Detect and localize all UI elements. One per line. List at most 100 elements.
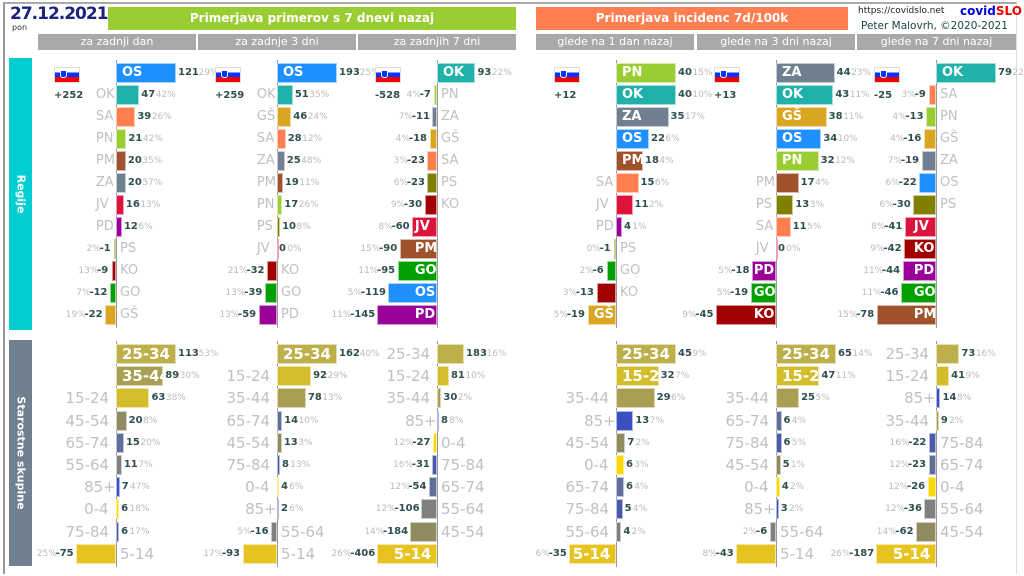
column-header-2: za zadnje 3 dni — [198, 34, 356, 50]
bar-85+ — [437, 410, 439, 431]
axis-line — [776, 341, 777, 567]
bar-KO — [267, 261, 277, 281]
percent-label: 1% — [790, 460, 806, 470]
value-label: -78 — [856, 309, 875, 320]
value-label: 20 — [127, 155, 142, 166]
axis-line — [616, 60, 617, 328]
axis-line — [116, 60, 117, 328]
percent-label: 8% — [956, 393, 972, 404]
percent-label: 14% — [852, 349, 873, 359]
category-label: 85+ — [245, 500, 277, 519]
axis-line — [277, 60, 278, 328]
bar-45-54 — [116, 410, 127, 431]
percent-label: 11% — [863, 266, 884, 276]
category-label: 55-64 — [565, 522, 610, 541]
bar-PS — [913, 195, 936, 215]
percent-label: 21% — [227, 266, 248, 276]
category-label: 55-64 — [940, 500, 984, 519]
bar-label: OS — [622, 131, 643, 146]
percent-label: 47% — [129, 482, 150, 493]
bar-OS — [387, 283, 437, 303]
value-label: -1 — [99, 243, 111, 254]
percent-label: 2% — [635, 437, 650, 448]
category-label: 55-64 — [281, 522, 325, 541]
percent-label: 7% — [398, 112, 413, 122]
percent-label: 11% — [331, 310, 352, 320]
bar-label: PD — [753, 263, 775, 278]
incidence-banner: Primerjava incidenc 7d/100k — [536, 7, 848, 30]
bar-GŠ — [587, 305, 616, 325]
total-change: +13 — [714, 90, 737, 101]
category-label: SA — [95, 109, 114, 124]
category-label: 25-34 — [885, 345, 930, 363]
bar-75-84 — [776, 432, 782, 453]
bar-PD — [902, 261, 936, 281]
percent-label: 11% — [843, 112, 864, 122]
value-label: -41 — [884, 221, 903, 232]
bar-25-34 — [936, 344, 960, 364]
percent-label: 11% — [849, 90, 870, 100]
bar-35-44 — [437, 388, 442, 409]
bar-85+ — [776, 499, 779, 520]
bar-PS — [277, 217, 281, 237]
bar-55-64 — [616, 521, 622, 542]
value-label: 6 — [783, 436, 791, 448]
bar-55-64 — [116, 455, 122, 475]
value-label: 14 — [942, 392, 957, 404]
percent-label: 12% — [889, 460, 910, 470]
value-label: -32 — [246, 265, 265, 276]
bar-0-4 — [616, 455, 624, 475]
category-label: PD — [95, 219, 114, 234]
value-label: 14 — [284, 414, 299, 426]
percent-label: 12% — [835, 156, 856, 166]
bar-5-14 — [736, 543, 776, 564]
percent-label: 48% — [301, 156, 322, 166]
slovenia-flag-icon — [714, 67, 740, 83]
bar-label: GŠ — [782, 109, 803, 124]
category-label: 0-4 — [940, 478, 965, 497]
percent-label: 8% — [296, 222, 311, 232]
value-label: 25 — [286, 155, 301, 166]
bar-GO — [110, 283, 116, 303]
value-label: 45 — [678, 348, 692, 359]
percent-label: 2% — [648, 200, 664, 210]
percent-label: 17% — [684, 112, 705, 122]
value-label: 34 — [823, 133, 838, 144]
bar-GO — [750, 283, 776, 303]
bar-label: JV — [913, 219, 929, 234]
percent-label: 42% — [155, 90, 176, 100]
category-label: 65-74 — [940, 456, 984, 474]
bar-PD — [116, 217, 122, 237]
percent-label: 6% — [879, 200, 894, 210]
percent-label: 14% — [364, 526, 385, 537]
value-label: -119 — [360, 287, 386, 298]
percent-label: 22% — [1012, 68, 1024, 78]
value-label: 39 — [137, 111, 152, 122]
category-label: 55-64 — [65, 456, 110, 474]
site-url[interactable]: https://covidslo.net — [858, 6, 945, 16]
percent-label: 15% — [692, 68, 713, 78]
bar-ZA — [616, 107, 669, 127]
percent-label: 11% — [861, 288, 882, 298]
percent-label: 5% — [716, 288, 732, 298]
percent-label: 57% — [142, 178, 163, 188]
percent-label: 12% — [885, 504, 906, 515]
category-label: 45-54 — [725, 456, 770, 474]
value-label: 41 — [951, 370, 966, 382]
value-label: -13 — [575, 287, 594, 298]
bar-ZA — [432, 107, 437, 127]
value-label: -16 — [903, 133, 922, 144]
category-label: 75-84 — [565, 500, 610, 519]
value-label: 0 — [778, 243, 785, 254]
bar-label: GŠ — [593, 307, 614, 322]
value-label: 17 — [284, 199, 299, 210]
frame — [3, 2, 1017, 574]
bar-KO — [424, 195, 437, 215]
percent-label: 2% — [457, 393, 473, 404]
category-label: 0-4 — [744, 478, 769, 497]
value-label: 121 — [178, 67, 199, 78]
percent-label: 2% — [631, 526, 646, 537]
brand-b: SLO — [995, 4, 1022, 18]
bar-ZA — [116, 173, 126, 193]
bar-25-34 — [437, 344, 465, 364]
